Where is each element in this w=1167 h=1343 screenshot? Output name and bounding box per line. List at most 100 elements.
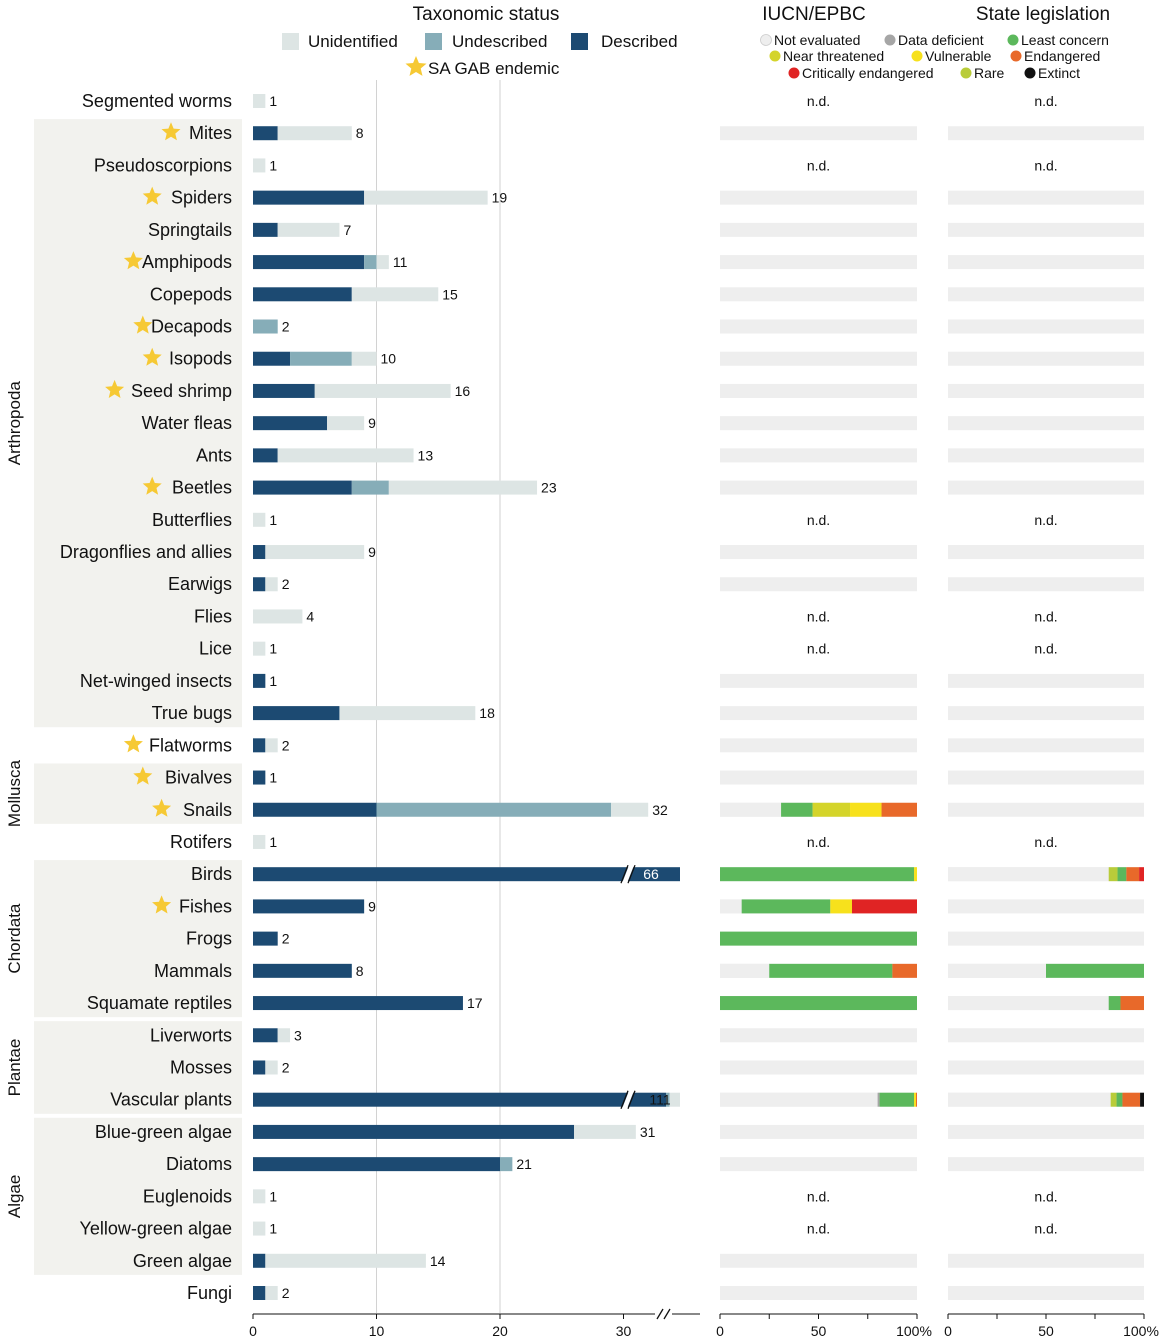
taxon-row: Vascular plants 111 — [110, 1090, 1144, 1110]
state-bar-nd-label: n.d. — [1034, 93, 1057, 109]
group-label: Algae — [5, 1175, 24, 1218]
taxon-label: Mites — [189, 123, 232, 143]
iucn-bar-background — [720, 319, 917, 334]
iucn-bar-background — [720, 545, 917, 560]
legend-label-undescribed: Undescribed — [452, 32, 547, 51]
taxon-label: Vascular plants — [110, 1090, 232, 1110]
state-bar-segment — [948, 996, 1109, 1011]
iucn-bar-background — [720, 1286, 917, 1300]
iucn-bar-segment — [720, 1092, 878, 1107]
bar-described — [253, 706, 340, 721]
taxon-label: Euglenoids — [143, 1186, 232, 1206]
iucn-bar-segment — [830, 899, 852, 914]
taxon-label: Seed shrimp — [131, 381, 232, 401]
iucn-bar-segment — [781, 802, 813, 817]
state-bar-background — [948, 1124, 1144, 1139]
taxon-row: Segmented worms 1 n.d. n.d. — [82, 91, 1058, 111]
state-bar-background — [948, 480, 1144, 495]
state-bar-nd-label: n.d. — [1034, 1188, 1057, 1204]
iucn-bar-nd-label: n.d. — [807, 608, 830, 624]
bar-unidentified — [351, 287, 439, 302]
iucn-bar-background — [720, 416, 917, 431]
taxon-row: Net-winged insects 1 — [80, 671, 1144, 691]
iucn-bar-segment — [881, 802, 917, 817]
state-tick-label: 0 — [944, 1323, 952, 1339]
group-band — [34, 119, 242, 728]
state-bar-segment — [948, 963, 1046, 978]
bar-value-label: 1 — [269, 512, 277, 528]
state-bar-segment — [948, 867, 1109, 882]
taxon-row: Mites 8 — [161, 122, 1144, 143]
bar-described — [253, 899, 365, 914]
taxon-label: Fishes — [179, 896, 232, 916]
taxon-label: Lice — [199, 639, 232, 659]
state-bar-background — [948, 1060, 1144, 1075]
bar-unidentified — [265, 738, 278, 753]
bar-undescribed — [376, 802, 612, 817]
header-layer: Taxonomic status IUCN/EPBC State legisla… — [282, 4, 1110, 81]
bar-value-label: 66 — [643, 866, 659, 882]
state-bar-segment — [1126, 867, 1140, 882]
iucn-bar-background — [720, 738, 917, 753]
bar-value-label: 19 — [492, 190, 508, 206]
state-bar-background — [948, 222, 1144, 237]
endemic-star-icon — [123, 734, 143, 753]
bar-described — [253, 738, 266, 753]
state-tick-label: 50 — [1038, 1323, 1054, 1339]
iucn-bar-background — [720, 448, 917, 463]
state-bar-nd-label: n.d. — [1034, 834, 1057, 850]
iucn-bar-segment — [916, 1092, 917, 1107]
bar-unidentified — [253, 1221, 266, 1236]
iucn-bar-background — [720, 1028, 917, 1043]
taxon-row: Birds 66 — [191, 864, 1144, 884]
iucn-bar-segment — [720, 802, 782, 817]
bar-value-label: 8 — [356, 125, 364, 141]
bar-described — [253, 448, 278, 463]
legend-cons-label: Vulnerable — [925, 48, 992, 64]
bar-described — [253, 996, 463, 1011]
bar-described — [253, 1286, 266, 1300]
state-bar-segment — [1116, 1092, 1123, 1107]
taxon-label: Copepods — [150, 284, 232, 304]
iucn-bar-segment — [720, 899, 742, 914]
taxon-row: Spiders 19 — [142, 186, 1144, 208]
iucn-bar-background — [720, 1157, 917, 1172]
taxon-label: Green algae — [133, 1251, 232, 1271]
iucn-bar-segment — [812, 802, 851, 817]
bar-described — [630, 1092, 666, 1107]
bar-value-label: 1 — [269, 673, 277, 689]
iucn-bar-segment — [720, 931, 917, 946]
bar-value-label: 16 — [455, 383, 471, 399]
bar-undescribed — [364, 255, 377, 270]
state-header: State legislation — [976, 4, 1110, 25]
bar-undescribed — [500, 1157, 513, 1172]
legend-dot — [788, 67, 800, 79]
state-bar-background — [948, 545, 1144, 560]
group-label: Plantae — [5, 1039, 24, 1097]
endemic-star-icon — [142, 186, 162, 205]
iucn-bar-background — [720, 222, 917, 237]
bar-unidentified — [253, 512, 266, 527]
iucn-bar-background — [720, 706, 917, 721]
taxon-row: Decapods 2 — [133, 315, 1144, 337]
taxon-label: Segmented worms — [82, 91, 232, 111]
taxon-row: Liverworts 3 — [150, 1025, 1144, 1045]
bar-value-label: 1 — [269, 1188, 277, 1204]
taxon-label: Bivalves — [165, 768, 232, 788]
bar-unidentified — [253, 158, 266, 173]
state-bar-background — [948, 738, 1144, 753]
group-label: Chordata — [5, 903, 24, 973]
bar-described — [253, 770, 266, 785]
legend-dot — [884, 34, 896, 46]
tax-tick-label: 10 — [369, 1323, 385, 1339]
taxon-row: Flies 4 n.d. n.d. — [194, 606, 1058, 626]
legend-dot — [960, 67, 972, 79]
state-bar-background — [948, 255, 1144, 270]
bar-value-label: 2 — [282, 1059, 290, 1075]
bar-unidentified — [327, 416, 365, 431]
bar-unidentified — [253, 834, 266, 849]
bar-described — [253, 1028, 278, 1043]
taxon-row: Copepods 15 — [150, 284, 1144, 304]
gridlines — [376, 80, 501, 1313]
taxon-row: Isopods 10 — [142, 347, 1144, 369]
